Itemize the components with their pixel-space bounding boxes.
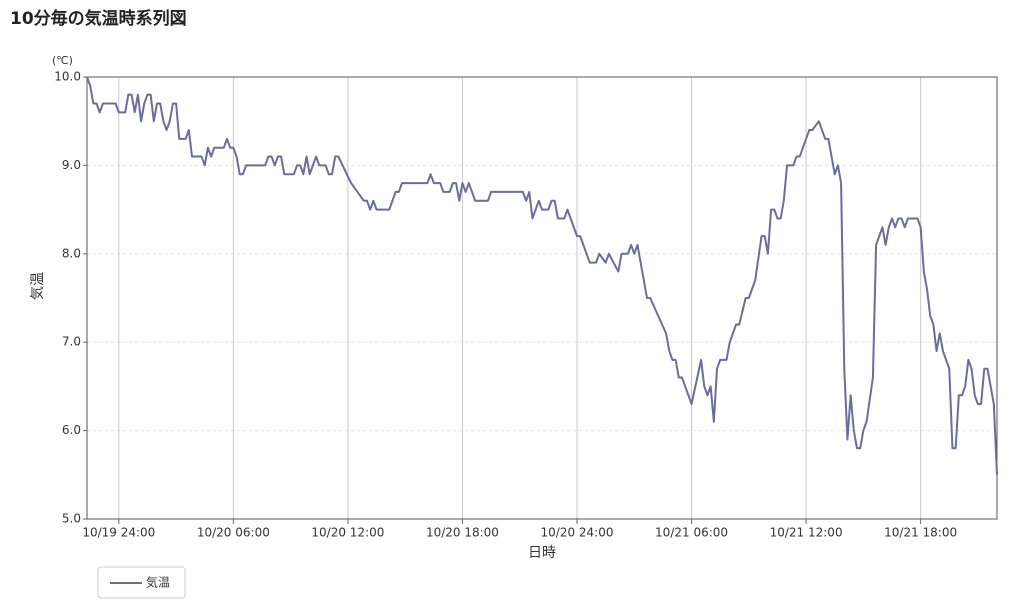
x-tick-label: 10/20 18:00	[426, 526, 499, 540]
x-axis-label: 日時	[528, 545, 556, 561]
x-tick-label: 10/21 12:00	[770, 526, 843, 540]
legend-label: 気温	[146, 575, 170, 590]
y-unit: (℃)	[52, 54, 73, 67]
chart-title: 10分毎の気温時系列図	[10, 8, 187, 29]
y-tick-label: 6.0	[62, 423, 81, 437]
y-tick-label: 10.0	[54, 70, 81, 84]
y-tick-label: 9.0	[62, 158, 81, 172]
y-tick-label: 5.0	[62, 512, 81, 526]
y-tick-label: 7.0	[62, 335, 81, 349]
x-tick-label: 10/21 06:00	[655, 526, 728, 540]
x-tick-label: 10/20 24:00	[541, 526, 614, 540]
x-tick-label: 10/20 12:00	[311, 526, 384, 540]
plot-frame	[86, 76, 998, 520]
y-tick-label: 8.0	[62, 246, 81, 260]
y-axis-label: 気温	[30, 272, 46, 300]
x-tick-label: 10/19 24:00	[82, 526, 155, 540]
x-tick-label: 10/21 18:00	[884, 526, 957, 540]
x-tick-label: 10/20 06:00	[197, 526, 270, 540]
data-line	[86, 76, 998, 475]
